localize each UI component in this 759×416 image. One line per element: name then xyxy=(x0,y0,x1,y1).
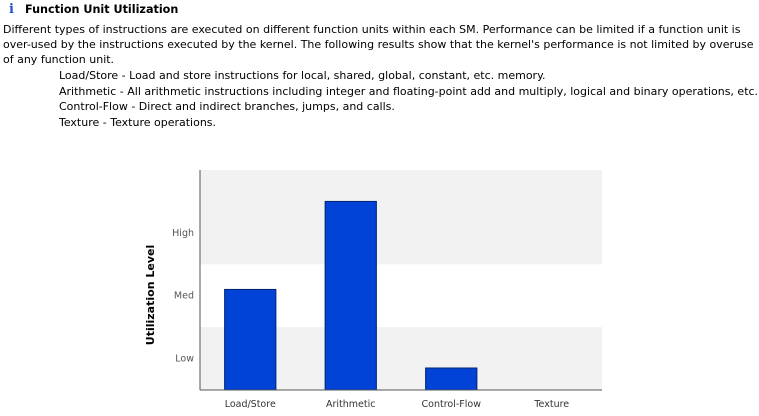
chart-band-0 xyxy=(200,327,602,390)
unit-description-arithmetic: Arithmetic - All arithmetic instructions… xyxy=(59,84,759,98)
x-tick-label: Load/Store xyxy=(225,399,276,410)
chart-bar-arithmetic xyxy=(324,200,377,391)
x-tick-label: Texture xyxy=(533,399,569,410)
section-title: Function Unit Utilization xyxy=(25,3,179,16)
x-tick-label: Arithmetic xyxy=(326,399,375,410)
y-tick-label: High xyxy=(172,228,194,239)
unit-description-load-store: Load/Store - Load and store instructions… xyxy=(59,69,546,82)
unit-description-texture: Texture - Texture operations. xyxy=(59,115,217,129)
y-tick-label: Low xyxy=(175,354,194,365)
y-tick-label: Med xyxy=(174,291,194,302)
unit-description-control-flow: Control-Flow - Direct and indirect branc… xyxy=(59,100,395,113)
section-description: Different types of instructions are exec… xyxy=(3,23,754,66)
y-axis-title: Utilization Level xyxy=(144,245,157,345)
x-tick-label: Control-Flow xyxy=(422,399,482,410)
chart-band-1 xyxy=(200,170,602,265)
function-unit-list: Load/Store - Load and store instructions… xyxy=(59,68,758,130)
info-icon: i xyxy=(9,2,14,17)
chart-bar-control-flow xyxy=(425,367,478,391)
chart-bar-load-store xyxy=(224,288,277,391)
section-header: i Function Unit Utilization xyxy=(7,2,178,18)
